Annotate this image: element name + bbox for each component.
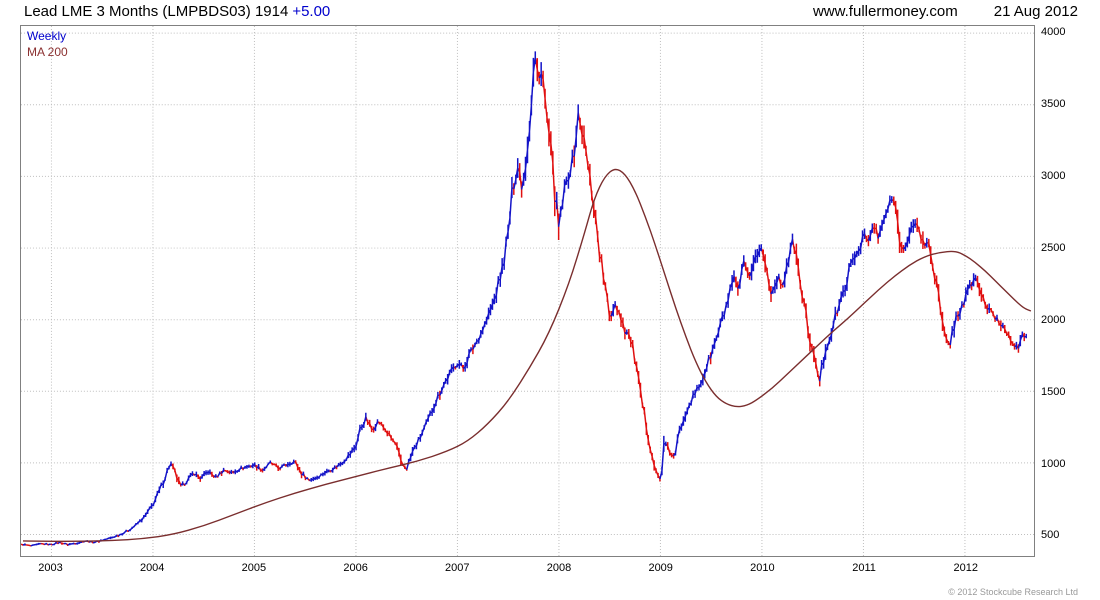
price-change: +5.00 bbox=[292, 3, 331, 20]
y-axis-label: 2500 bbox=[1041, 241, 1066, 254]
chart-header: Lead LME 3 Months (LMPBDS03) 1914 +5.00 w… bbox=[0, 3, 1100, 23]
price-chart-svg bbox=[21, 26, 1034, 556]
x-axis-label: 2006 bbox=[343, 562, 368, 574]
x-axis-label: 2010 bbox=[750, 562, 775, 574]
y-axis-labels: 500 1000 1500 2000 2500 3000 3500 4000 bbox=[1041, 25, 1097, 557]
y-axis-label: 1500 bbox=[1041, 385, 1066, 398]
y-axis-label: 3500 bbox=[1041, 98, 1066, 111]
y-axis-label: 2000 bbox=[1041, 313, 1066, 326]
legend-weekly: Weekly bbox=[27, 29, 67, 43]
x-axis-label: 2008 bbox=[546, 562, 572, 574]
legend-ma200: MA 200 bbox=[27, 45, 68, 59]
chart-plot-area: Weekly MA 200 bbox=[20, 25, 1035, 557]
x-axis-label: 2007 bbox=[445, 562, 470, 574]
y-axis-label: 500 bbox=[1041, 529, 1060, 542]
website-text: www.fullermoney.com bbox=[812, 3, 958, 20]
chart-title: Lead LME 3 Months (LMPBDS03) 1914 bbox=[24, 3, 289, 20]
x-axis-label: 2005 bbox=[241, 562, 267, 574]
x-axis-label: 2009 bbox=[648, 562, 673, 574]
copyright-text: © 2012 Stockcube Research Ltd bbox=[948, 587, 1078, 597]
x-axis-label: 2004 bbox=[139, 562, 165, 574]
y-axis-label: 3000 bbox=[1041, 170, 1066, 182]
x-axis-labels: 2003 2004 2005 2006 2007 2008 2009 2010 2011 2012 bbox=[20, 560, 1035, 576]
date-text: 21 Aug 2012 bbox=[993, 3, 1078, 20]
y-axis-label: 4000 bbox=[1041, 26, 1066, 39]
y-axis-label: 1000 bbox=[1041, 457, 1066, 470]
chart-legend: Weekly MA 200 bbox=[27, 28, 68, 60]
x-axis-label: 2011 bbox=[852, 562, 876, 574]
x-axis-label: 2003 bbox=[38, 562, 63, 574]
x-axis-label: 2012 bbox=[953, 562, 979, 574]
